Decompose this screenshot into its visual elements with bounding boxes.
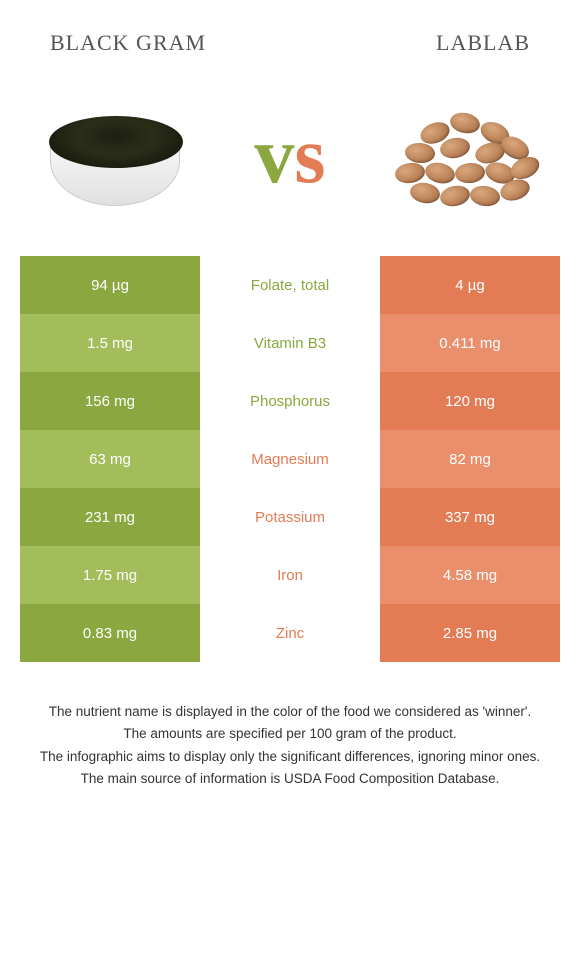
table-row: 1.5 mgVitamin B30.411 mg [20,314,560,372]
food-image-right [390,96,540,216]
table-row: 94 µgFolate, total4 µg [20,256,560,314]
value-left: 1.5 mg [20,314,200,372]
value-left: 94 µg [20,256,200,314]
title-right: Lablab [436,30,530,56]
nutrient-name: Vitamin B3 [200,314,380,372]
lablab-beans-icon [395,108,535,208]
nutrient-name: Phosphorus [200,372,380,430]
value-right: 0.411 mg [380,314,560,372]
header: Black gram Lablab [0,0,580,76]
black-gram-bowl-icon [50,141,180,206]
value-right: 120 mg [380,372,560,430]
nutrient-name: Potassium [200,488,380,546]
table-row: 63 mgMagnesium82 mg [20,430,560,488]
table-row: 0.83 mgZinc2.85 mg [20,604,560,662]
nutrient-name: Magnesium [200,430,380,488]
footer-line: The infographic aims to display only the… [30,747,550,767]
footer-notes: The nutrient name is displayed in the co… [0,662,580,811]
table-row: 231 mgPotassium337 mg [20,488,560,546]
footer-line: The amounts are specified per 100 gram o… [30,724,550,744]
nutrient-name: Zinc [200,604,380,662]
value-right: 2.85 mg [380,604,560,662]
hero-row: vs [0,76,580,256]
table-row: 156 mgPhosphorus120 mg [20,372,560,430]
nutrient-name: Iron [200,546,380,604]
vs-s: s [294,112,325,200]
footer-line: The nutrient name is displayed in the co… [30,702,550,722]
table-row: 1.75 mgIron4.58 mg [20,546,560,604]
value-right: 337 mg [380,488,560,546]
value-right: 4.58 mg [380,546,560,604]
value-right: 82 mg [380,430,560,488]
vs-label: vs [254,116,325,196]
value-left: 156 mg [20,372,200,430]
value-right: 4 µg [380,256,560,314]
vs-v: v [254,112,294,200]
value-left: 63 mg [20,430,200,488]
value-left: 1.75 mg [20,546,200,604]
value-left: 0.83 mg [20,604,200,662]
food-image-left [40,96,190,216]
nutrient-name: Folate, total [200,256,380,314]
footer-line: The main source of information is USDA F… [30,769,550,789]
value-left: 231 mg [20,488,200,546]
nutrient-table: 94 µgFolate, total4 µg1.5 mgVitamin B30.… [20,256,560,662]
title-left: Black gram [50,30,206,56]
